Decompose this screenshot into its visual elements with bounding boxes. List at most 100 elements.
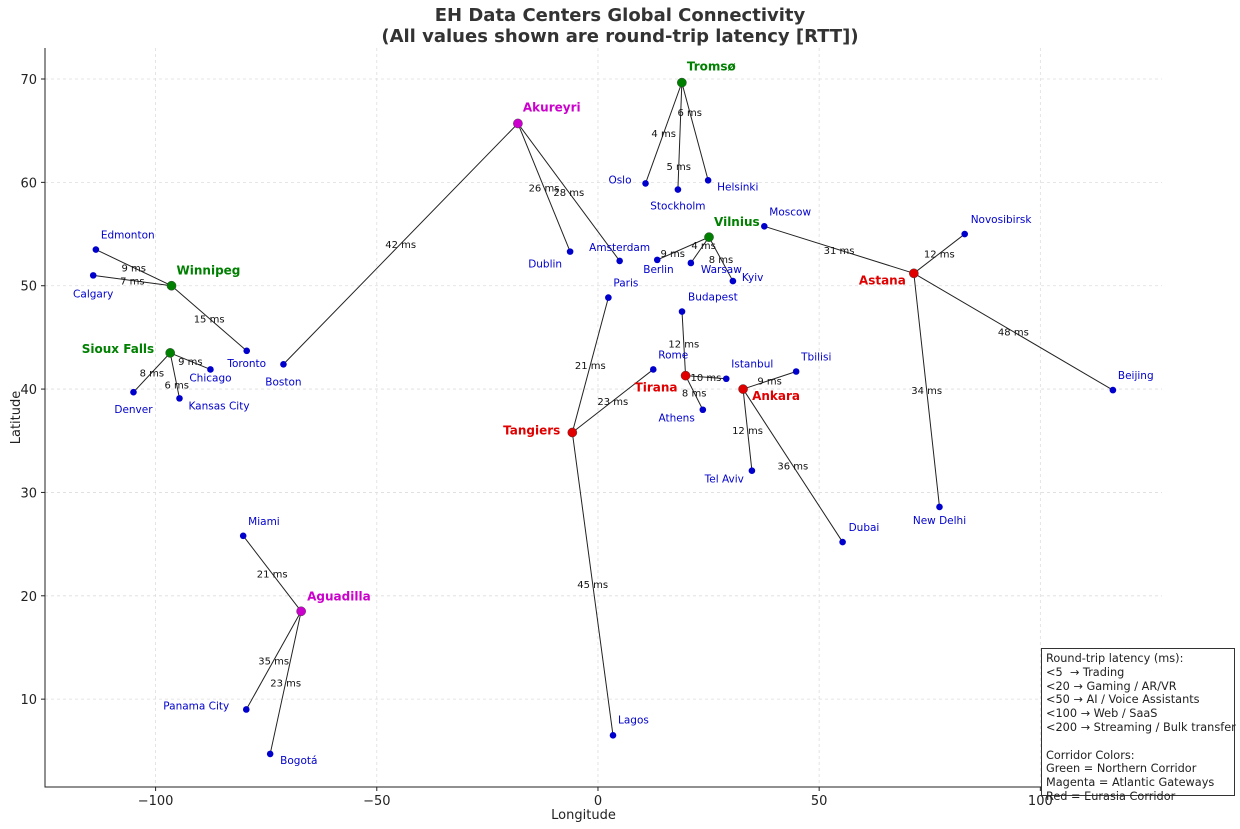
- link-line: [913, 233, 966, 274]
- latency-label: 9 ms: [661, 249, 686, 260]
- latency-label: 45 ms: [577, 580, 608, 591]
- city-label-warsaw: Warsaw: [701, 264, 742, 276]
- hub-label-ankara: Ankara: [752, 389, 800, 403]
- city-label-dublin: Dublin: [528, 259, 562, 271]
- city-marker-denver: [130, 388, 137, 396]
- link-line: [571, 432, 614, 736]
- hub-label-tirana: Tirana: [635, 381, 678, 395]
- y-tick-label: 50: [20, 280, 37, 295]
- legend-line: Red = Eurasia Corridor: [1046, 789, 1176, 803]
- hub-marker-tirana: [680, 370, 691, 381]
- legend-line: [1046, 735, 1230, 749]
- city-label-toronto: Toronto: [226, 358, 266, 370]
- latency-label: 8 ms: [140, 369, 165, 380]
- x-tick-label: 0: [594, 794, 602, 809]
- city-marker-moscow: [761, 222, 768, 230]
- city-label-bogota-: Bogotá: [280, 755, 317, 767]
- latency-label: 35 ms: [258, 656, 289, 667]
- hub-marker-aguadilla: [296, 606, 306, 617]
- y-tick-label: 70: [20, 73, 37, 88]
- y-axis-label: Latitude: [9, 391, 24, 445]
- latency-label: 5 ms: [667, 162, 692, 173]
- latency-label: 23 ms: [597, 397, 628, 408]
- city-marker-edmonton: [92, 246, 100, 253]
- link-line: [645, 82, 683, 184]
- latency-label: 34 ms: [911, 386, 942, 397]
- chart-title: EH Data Centers Global Connectivity (All…: [0, 5, 1240, 47]
- link-line: [681, 82, 709, 181]
- city-label-oslo: Oslo: [608, 174, 631, 186]
- city-marker-beijing: [1109, 386, 1117, 394]
- hub-marker-troms-: [677, 77, 687, 88]
- chart-title-line2: (All values shown are round-trip latency…: [381, 26, 859, 47]
- link-line: [764, 225, 914, 274]
- city-label-berlin: Berlin: [643, 264, 673, 276]
- latency-label: 12 ms: [924, 250, 955, 261]
- latency-label: 12 ms: [732, 426, 763, 437]
- y-tick-label: 30: [20, 486, 37, 501]
- hub-marker-astana: [909, 268, 919, 279]
- city-label-helsinki: Helsinki: [717, 181, 758, 193]
- link-line: [913, 272, 1114, 391]
- latency-label: 6 ms: [164, 381, 189, 392]
- latency-label: 48 ms: [998, 328, 1029, 339]
- city-label-istanbul: Istanbul: [731, 359, 773, 371]
- city-label-boston: Boston: [265, 376, 301, 388]
- latency-label: 28 ms: [553, 188, 584, 199]
- y-tick-label: 60: [20, 176, 37, 191]
- hub-label-sioux-falls: Sioux Falls: [82, 342, 154, 356]
- city-label-tel-aviv: Tel Aviv: [704, 474, 744, 486]
- city-label-amsterdam: Amsterdam: [589, 242, 650, 254]
- legend-line: <200 → Streaming / Bulk transfer: [1046, 720, 1236, 734]
- city-marker-rome: [649, 366, 657, 373]
- city-label-denver: Denver: [114, 404, 153, 416]
- hub-label-aguadilla: Aguadilla: [307, 589, 371, 603]
- city-marker-lagos: [609, 732, 617, 739]
- city-marker-berlin: [653, 256, 661, 264]
- city-marker-bogota-: [266, 750, 274, 758]
- hub-marker-vilnius: [704, 232, 714, 242]
- city-marker-athens: [699, 406, 707, 414]
- city-marker-novosibirsk: [961, 230, 969, 238]
- hub-marker-akureyri: [513, 118, 523, 129]
- city-marker-dubai: [839, 538, 846, 546]
- link-line: [133, 352, 171, 393]
- city-label-lagos: Lagos: [618, 714, 649, 726]
- link-line: [517, 123, 571, 252]
- hub-marker-sioux-falls: [165, 348, 175, 358]
- link-line: [269, 611, 302, 755]
- legend-box: Round-trip latency (ms): <5 → Trading <20 …: [1041, 648, 1236, 803]
- latency-label: 4 ms: [651, 129, 676, 140]
- latency-label: 8 ms: [709, 255, 734, 266]
- city-label-beijing: Beijing: [1118, 370, 1154, 382]
- link-line: [245, 611, 302, 710]
- hub-label-winnipeg: Winnipeg: [177, 264, 241, 278]
- latency-label: 6 ms: [677, 108, 702, 119]
- hub-marker-tangiers: [567, 427, 578, 438]
- link-line: [571, 297, 609, 433]
- y-tick-label: 20: [20, 590, 37, 605]
- city-marker-budapest: [678, 308, 686, 315]
- latency-label: 31 ms: [824, 246, 855, 257]
- latency-label: 9 ms: [121, 264, 146, 275]
- link-line: [742, 371, 797, 390]
- city-marker-calgary: [89, 272, 97, 279]
- city-label-tbilisi: Tbilisi: [800, 352, 831, 364]
- link-line: [742, 388, 844, 543]
- latency-label: 21 ms: [575, 361, 606, 372]
- city-label-kansas-city: Kansas City: [188, 400, 249, 412]
- hub-label-akureyri: Akureyri: [523, 100, 581, 114]
- link-line: [685, 375, 727, 380]
- city-label-dubai: Dubai: [849, 522, 880, 534]
- city-label-novosibirsk: Novosibirsk: [971, 214, 1033, 226]
- link-line: [572, 369, 654, 433]
- latency-label: 4 ms: [691, 241, 716, 252]
- legend-line: Round-trip latency (ms):: [1046, 652, 1184, 665]
- hub-label-astana: Astana: [859, 273, 906, 287]
- city-marker-oslo: [642, 180, 649, 187]
- city-label-new-delhi: New Delhi: [913, 515, 966, 527]
- link-line: [681, 311, 687, 376]
- city-label-chicago: Chicago: [189, 372, 231, 384]
- city-label-edmonton: Edmonton: [101, 230, 155, 242]
- latency-label: 26 ms: [529, 184, 560, 195]
